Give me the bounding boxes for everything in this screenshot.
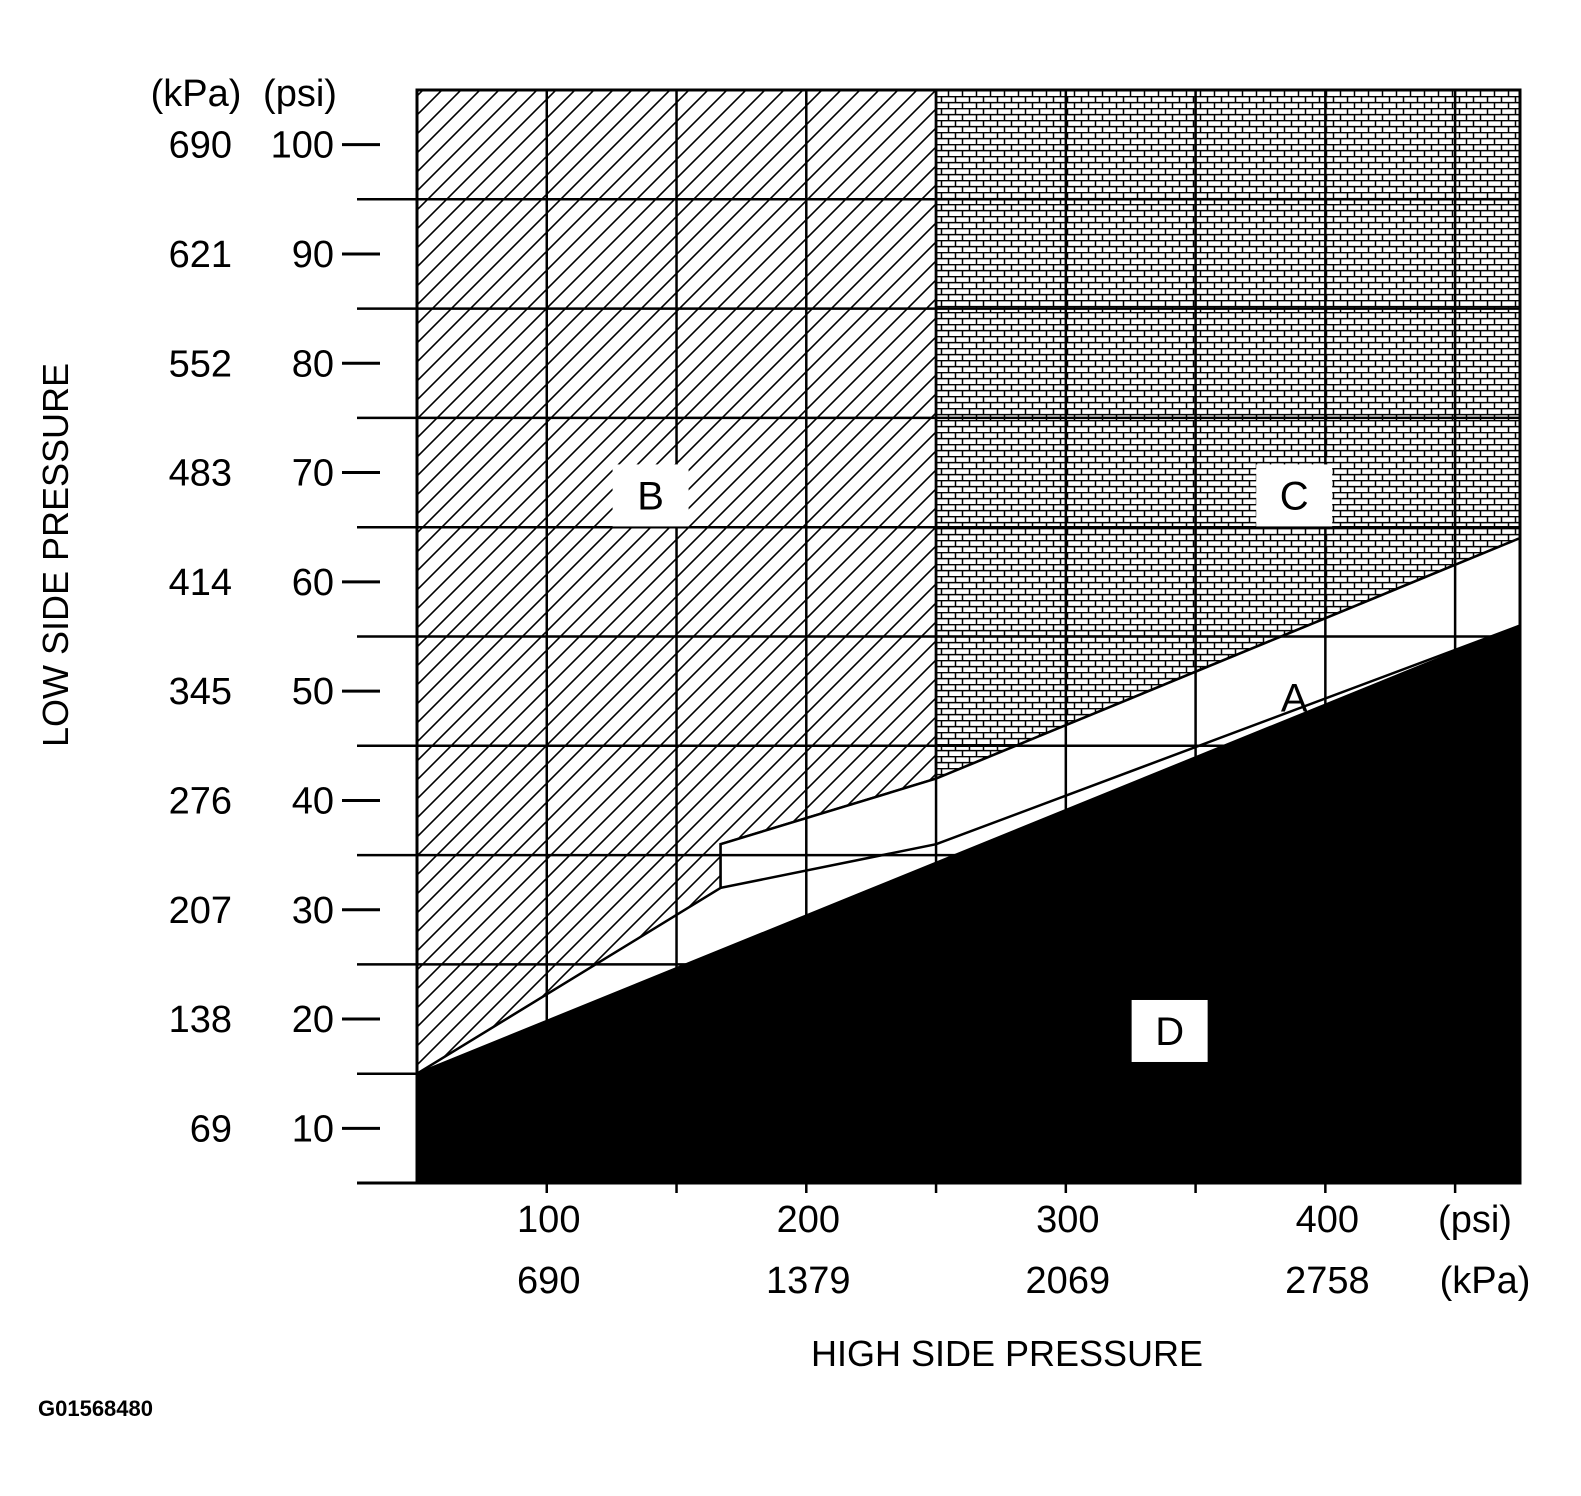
figure-id: G01568480 — [38, 1396, 153, 1421]
x-tick-label-kpa: 1379 — [766, 1260, 851, 1302]
y-tick-label-psi: 90 — [292, 234, 334, 276]
x-tick-label-psi: 100 — [517, 1199, 580, 1241]
grid-layer — [357, 88, 1522, 1185]
x-axis-title: HIGH SIDE PRESSURE — [811, 1333, 1203, 1374]
x-tick-label-psi: 300 — [1036, 1199, 1099, 1241]
y-tick-label-kpa: 276 — [169, 780, 232, 822]
region-label-b: B — [637, 474, 664, 518]
y-tick-label-psi: 70 — [292, 453, 334, 495]
region-label-d: D — [1155, 1010, 1184, 1054]
y-tick-label-psi: 10 — [292, 1108, 334, 1150]
y-tick-label-kpa: 138 — [169, 999, 232, 1041]
y-tick-label-psi: 30 — [292, 890, 334, 932]
y-tick-label-kpa: 207 — [169, 890, 232, 932]
y-unit-psi: (psi) — [263, 73, 337, 115]
y-tick-label-psi: 20 — [292, 999, 334, 1041]
x-unit-psi: (psi) — [1438, 1199, 1512, 1241]
y-tick-label-kpa: 552 — [169, 343, 232, 385]
y-tick-label-psi: 80 — [292, 343, 334, 385]
y-unit-kpa: (kPa) — [151, 73, 242, 115]
y-tick-label-kpa: 690 — [169, 125, 232, 167]
ticks-layer — [342, 143, 1457, 1193]
y-tick-label-psi: 100 — [271, 125, 334, 167]
y-tick-label-kpa: 621 — [169, 234, 232, 276]
y-tick-label-psi: 60 — [292, 562, 334, 604]
region-label-c: C — [1280, 474, 1309, 518]
y-tick-label-psi: 50 — [292, 671, 334, 713]
y-tick-label-kpa: 69 — [190, 1108, 232, 1150]
y-tick-label-kpa: 483 — [169, 453, 232, 495]
y-tick-label-psi: 40 — [292, 780, 334, 822]
x-unit-kpa: (kPa) — [1440, 1260, 1531, 1302]
x-tick-label-kpa: 690 — [517, 1260, 580, 1302]
region-label-box-b — [612, 464, 689, 527]
x-tick-label-kpa: 2069 — [1026, 1260, 1111, 1302]
y-tick-label-kpa: 345 — [169, 671, 232, 713]
region-label-box-c — [1256, 464, 1333, 527]
y-tick-label-kpa: 414 — [169, 562, 232, 604]
region-label-box-d — [1131, 999, 1208, 1062]
y-axis-title: LOW SIDE PRESSURE — [35, 363, 76, 747]
region-label-a: A — [1281, 677, 1308, 721]
x-tick-label-psi: 400 — [1296, 1199, 1359, 1241]
x-tick-label-psi: 200 — [777, 1199, 840, 1241]
x-tick-label-kpa: 2758 — [1285, 1260, 1370, 1302]
